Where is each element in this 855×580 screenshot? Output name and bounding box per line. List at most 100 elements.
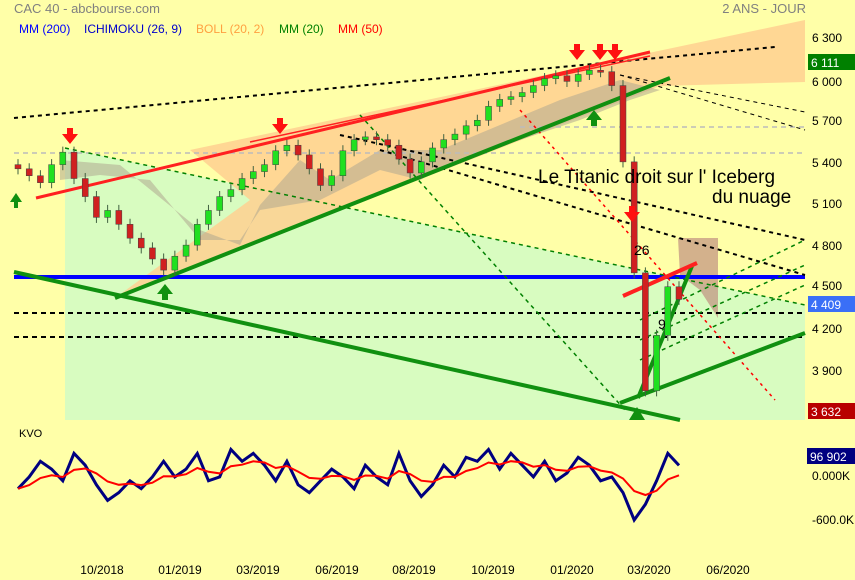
x-tick-label: 01/2019 [158,563,202,577]
candle [171,255,179,271]
legend-ichimoku: ICHIMOKU (26, 9) [84,22,182,36]
down-arrow-icon [62,128,78,144]
candle [395,144,403,160]
candle [238,178,246,190]
candle [93,196,100,218]
x-tick-label: 03/2019 [236,563,280,577]
kvo-signal-line [17,460,680,497]
candle [362,136,369,140]
kvo-panel [16,446,681,524]
up-arrow-icon [629,407,645,420]
candle [518,92,526,97]
candle [507,96,515,100]
candle [664,286,672,336]
y-tick-label: 6 300 [812,31,842,45]
candle [619,85,627,163]
up-arrow-icon [10,193,22,208]
value-label-last-high: 6 111 [811,56,840,70]
value-label-bg [808,403,855,419]
red-channel-line [35,50,651,200]
legend-ma50: MM (50) [338,22,383,36]
candle [462,125,470,135]
annotation-line1: Le Titanic droit sur l' Iceberg [538,167,775,188]
annotation-line2: du nuage [712,187,791,208]
candle [81,178,89,197]
candle [586,70,593,75]
candle [59,151,67,165]
candle [485,106,492,121]
y-tick-label: 4 800 [812,239,842,253]
legend-ma200: MM (200) [19,22,70,36]
x-tick-label: 01/2020 [550,563,594,577]
x-tick-label: 08/2019 [392,563,436,577]
down-arrow-icon [624,206,640,222]
candle [642,272,649,392]
green-support-line [114,76,671,300]
candle [350,139,358,152]
kvo-title: KVO [19,428,43,440]
green-dashed-line [64,147,806,306]
value-label-low: 3 632 [811,405,841,419]
candles [14,64,683,397]
legend-boll: BOLL (20, 2) [196,22,264,36]
candle [474,120,481,127]
period-label: 2 ANS - JOUR [722,1,806,16]
candle [216,196,223,211]
candle [227,189,235,197]
down-arrow-icon [592,44,608,60]
down-arrow-icon [272,118,288,134]
candle [250,171,257,179]
y-tick-label: 4 200 [812,322,842,336]
value-label-bg [808,54,855,70]
candle [552,75,560,79]
candle [149,247,156,260]
green-dashed-line [359,114,626,411]
x-tick-label: 06/2019 [315,563,359,577]
candle [272,150,279,165]
y-tick-label: 5 700 [812,114,842,128]
down-arrow-icon [607,44,623,60]
chart-title: CAC 40 - abcbourse.com [14,1,160,16]
candle [653,335,660,392]
annotation-mark-b: 9 [658,316,666,332]
trend-line [379,149,806,276]
y-tick-label: 6 000 [812,75,842,89]
kvo-tick: 0.000K [812,469,850,483]
up-arrow-icon [157,284,173,300]
candle [339,150,347,176]
candle [541,78,548,86]
candle [451,133,459,140]
candle [283,144,291,152]
candle [294,144,302,156]
x-tick-label: 06/2020 [706,563,750,577]
red-channel-line [249,55,651,143]
green-dashed-line [639,284,806,361]
candle [261,164,268,172]
candle [126,224,134,239]
candle [373,136,380,140]
candle [429,147,436,163]
value-label-last: 4 409 [811,298,841,312]
candle [25,168,33,176]
candle [160,258,167,271]
red-dashed-line [519,109,776,401]
y-tick-label: 3 900 [812,364,842,378]
kvo-tick: -600.0K [812,513,854,527]
kvo-value-bg [807,448,855,464]
candle [70,151,78,179]
ichimoku-cloud [60,80,660,245]
y-tick-label: 4 500 [812,279,842,293]
candle [194,224,201,246]
candle [48,164,55,183]
candle [14,164,22,170]
candle [384,139,391,146]
candle [137,237,145,249]
down-arrow-icon [569,44,585,60]
red-rebound-line [622,261,698,298]
green-dashed-line [639,239,806,321]
x-tick-label: 03/2020 [627,563,671,577]
candle [608,71,616,86]
candle [563,75,571,82]
candle [306,154,313,170]
